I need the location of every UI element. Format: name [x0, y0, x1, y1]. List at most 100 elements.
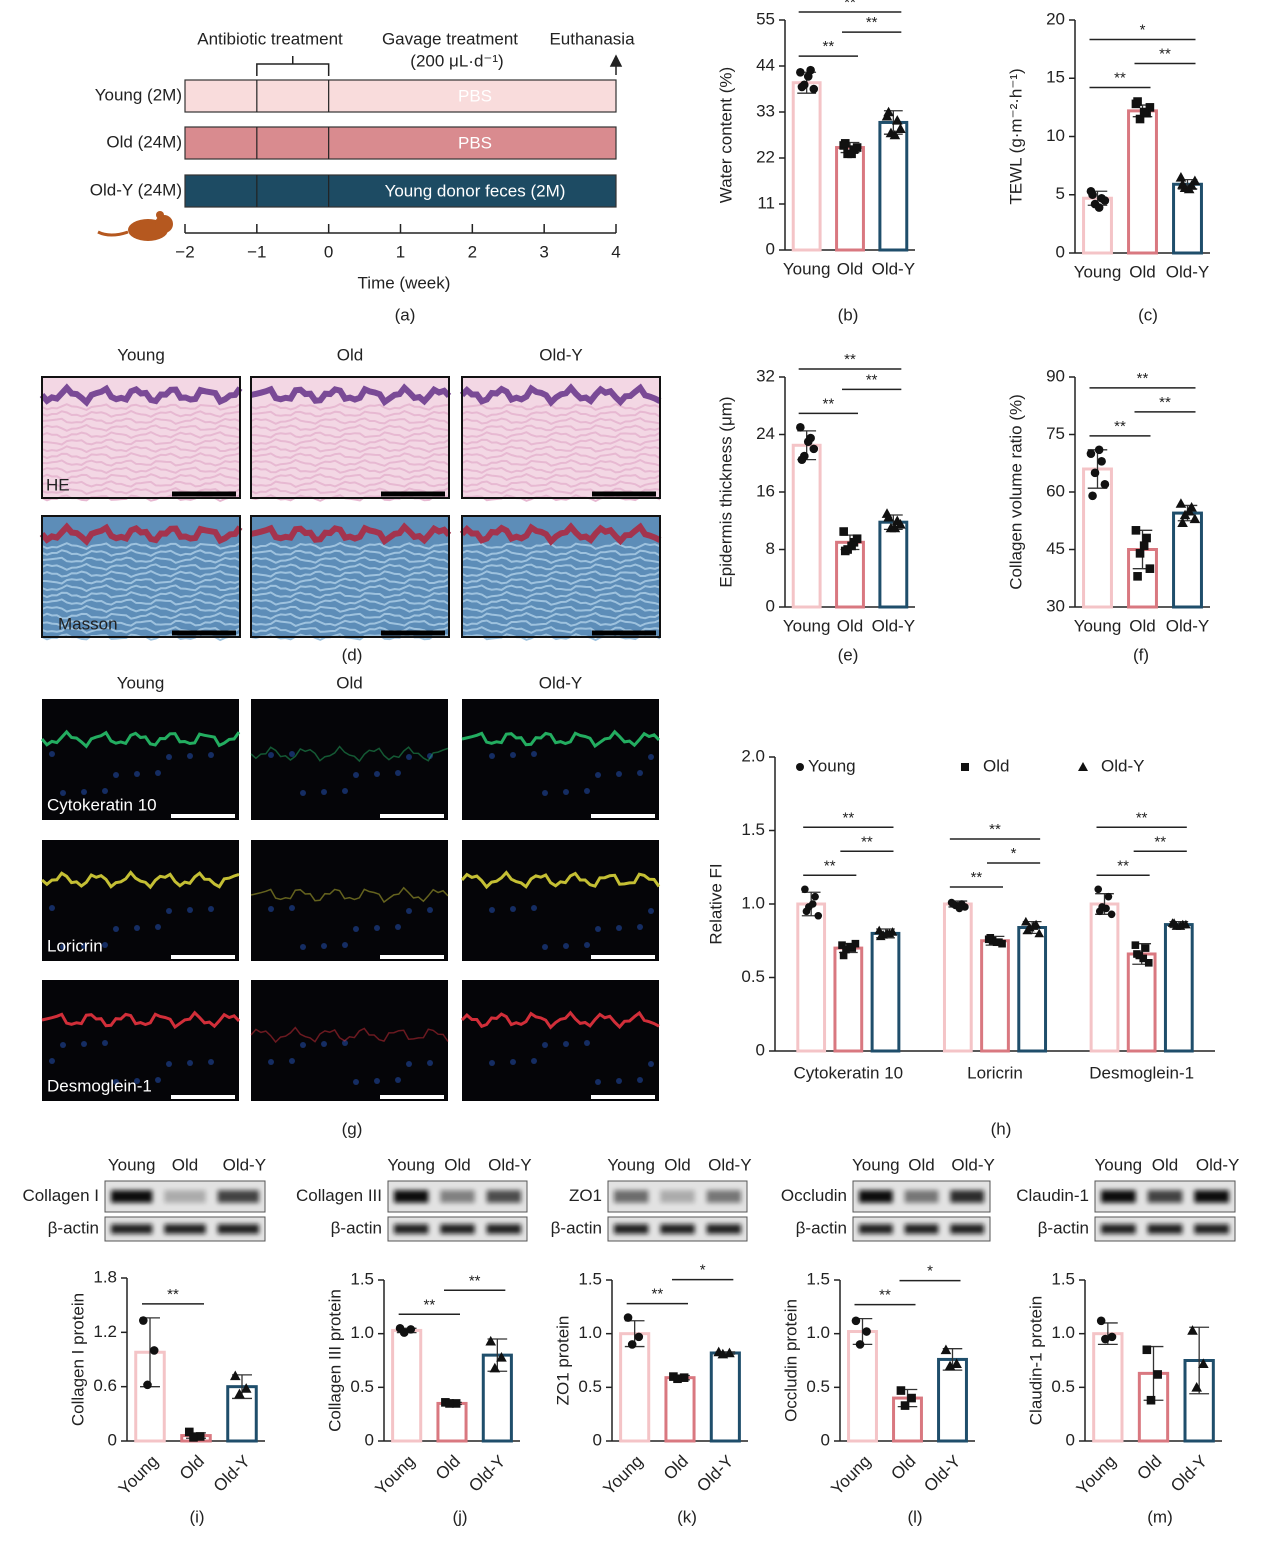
data-point [874, 925, 884, 935]
y-tick-label: 1.5 [1051, 1269, 1075, 1288]
nucleus [342, 942, 348, 948]
data-point [1088, 190, 1097, 200]
bar [709, 1351, 741, 1443]
fiber [41, 487, 241, 496]
caption: (k) [677, 1507, 697, 1526]
data-point [847, 541, 856, 551]
data-point [895, 123, 906, 134]
fiber [461, 548, 661, 557]
signal [460, 870, 661, 890]
signal [250, 745, 449, 763]
nucleus [102, 788, 108, 794]
data-point [900, 1401, 910, 1410]
signal [40, 729, 241, 749]
data-point [679, 1373, 689, 1382]
significance-label: ** [167, 1286, 179, 1303]
blot-label: β-actin [331, 1218, 382, 1237]
data-point [149, 1346, 159, 1355]
nucleus [427, 907, 433, 913]
data-point [399, 1328, 409, 1337]
bar [942, 902, 973, 1053]
bar [1172, 182, 1203, 255]
timeline-bar [184, 79, 617, 113]
data-point [496, 1351, 507, 1362]
blot-band [1147, 1224, 1183, 1234]
blot-label: Claudin-1 [1016, 1186, 1089, 1205]
fiber [41, 556, 241, 564]
bar [870, 931, 901, 1053]
data-point [189, 1433, 198, 1442]
time-tick-label: 1 [396, 242, 405, 261]
micrograph [39, 376, 243, 503]
x-tick-label: Cytokeratin 10 [794, 1063, 904, 1082]
data-point [839, 951, 848, 960]
x-tick-label: Old [1129, 262, 1155, 281]
epidermis [250, 522, 452, 546]
data-point [1090, 468, 1100, 478]
blot-band [486, 1224, 521, 1234]
nucleus [427, 753, 433, 759]
nucleus [584, 788, 590, 794]
data-point [1133, 97, 1142, 106]
data-point [1094, 445, 1104, 455]
fiber [250, 473, 450, 481]
blot-band [1101, 1224, 1136, 1234]
fiber [461, 487, 661, 495]
fiber [250, 555, 450, 564]
end-arrow [609, 54, 623, 75]
signal [250, 1026, 449, 1044]
significance-label: * [1011, 845, 1017, 862]
column-header: Old [337, 345, 363, 364]
blot-band [706, 1224, 741, 1234]
data-point [1102, 904, 1110, 913]
lane-label: Young [387, 1155, 435, 1174]
data-point [814, 911, 823, 920]
fiber [250, 597, 450, 607]
y-tick-label: 20 [1046, 9, 1065, 28]
blot-band [904, 1190, 939, 1203]
significance-label: * [700, 1262, 706, 1279]
fiber [250, 577, 450, 586]
bar [1163, 923, 1194, 1053]
bar [436, 1401, 468, 1443]
data-point [1198, 1358, 1209, 1369]
x-tick-label: Young [783, 259, 831, 278]
data-point [673, 1374, 682, 1384]
fiber [250, 465, 450, 474]
fiber [461, 445, 661, 453]
nucleus [166, 1061, 172, 1067]
significance-label: ** [423, 1296, 435, 1313]
y-tick-label: 0 [766, 239, 775, 258]
data-point [803, 72, 813, 81]
micrograph [250, 980, 449, 1101]
nucleus [321, 943, 327, 949]
data-point [940, 1344, 952, 1355]
bar [1017, 926, 1048, 1053]
significance-label: ** [989, 821, 1001, 838]
caption: (a) [395, 305, 416, 324]
treatment-bracket [256, 56, 330, 76]
legend-label: Young [808, 756, 856, 775]
blot-band [1101, 1190, 1136, 1203]
significance-label: ** [1159, 46, 1171, 63]
data-point [1107, 1332, 1117, 1342]
nucleus [406, 754, 412, 760]
bar [391, 1328, 423, 1443]
data-point [986, 934, 995, 942]
fiber [250, 541, 450, 550]
significance-label: ** [879, 1287, 891, 1304]
data-point [896, 1386, 906, 1395]
fiber [461, 612, 661, 621]
fiber [461, 466, 661, 474]
data-point [1086, 449, 1096, 458]
nucleus [563, 789, 569, 795]
y-axis-label: Collagen I protein [68, 1293, 87, 1426]
blot-label: β-actin [1038, 1218, 1089, 1237]
fiber [41, 445, 241, 454]
y-tick-label: 45 [1046, 539, 1065, 558]
fiber [41, 409, 241, 418]
fiber [41, 452, 241, 460]
y-tick-label: 1.5 [350, 1269, 374, 1288]
column-header: Old-Y [539, 345, 582, 364]
data-point [1145, 103, 1155, 112]
